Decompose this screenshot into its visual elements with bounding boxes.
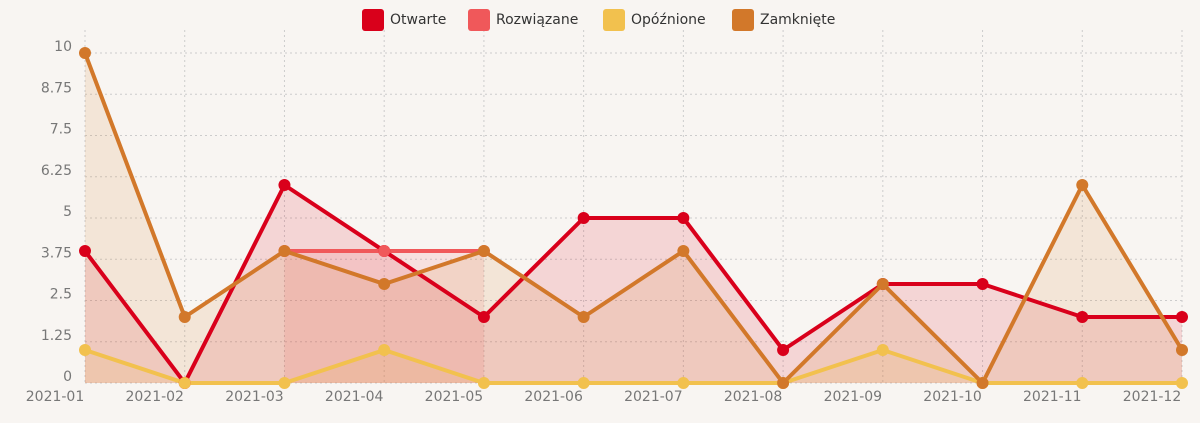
x-tick-label: 2021-01 <box>26 389 85 405</box>
series-line <box>83 52 1184 385</box>
x-tick-label: 2021-06 <box>524 389 583 405</box>
point <box>577 377 590 389</box>
y-tick-label: 5 <box>63 204 72 220</box>
series-line <box>84 348 1182 385</box>
point <box>876 344 889 356</box>
x-tick-label: 2021-08 <box>724 389 783 405</box>
x-tick-label: 2021-03 <box>225 389 284 405</box>
point <box>777 344 790 356</box>
legend-label: Rozwiązane <box>496 12 578 28</box>
legend-swatch <box>362 9 384 31</box>
point <box>178 311 191 323</box>
legend-swatch <box>732 9 754 31</box>
legend-label: Opóźnione <box>631 12 706 28</box>
x-tick-label: 2021-12 <box>1123 389 1182 405</box>
point <box>677 245 690 257</box>
point <box>677 212 690 224</box>
y-tick-label: 10 <box>54 39 72 55</box>
point <box>677 377 690 389</box>
point <box>876 278 889 290</box>
point <box>378 278 391 290</box>
point <box>79 344 91 356</box>
point <box>577 311 590 323</box>
x-tick-label: 2021-04 <box>325 389 384 405</box>
point <box>378 245 391 257</box>
point <box>1176 344 1188 356</box>
x-tick-label: 2021-05 <box>425 389 484 405</box>
y-tick-label: 7.5 <box>50 122 72 138</box>
point <box>1076 311 1089 323</box>
point <box>976 278 989 290</box>
legend-swatch <box>468 9 490 31</box>
point <box>278 245 291 257</box>
legend-label: Zamknięte <box>760 12 835 28</box>
series-area <box>85 53 1182 383</box>
x-tick-label: 2021-02 <box>125 389 184 405</box>
point <box>1176 311 1188 323</box>
point <box>1176 377 1188 389</box>
y-tick-label: 6.25 <box>41 163 72 179</box>
point <box>477 245 490 257</box>
point <box>976 377 989 389</box>
legend-swatch <box>603 9 625 31</box>
point <box>79 47 91 59</box>
point <box>477 377 490 389</box>
point <box>278 179 291 191</box>
y-tick-label: 3.75 <box>41 245 72 261</box>
point <box>777 377 790 389</box>
series-line <box>83 183 1182 385</box>
point <box>278 377 291 389</box>
point <box>477 311 490 323</box>
y-tick-label: 1.25 <box>41 328 72 344</box>
y-tick-label: 0 <box>63 369 72 385</box>
x-tick-label: 2021-11 <box>1023 389 1082 405</box>
point <box>577 212 590 224</box>
legend-label: Otwarte <box>390 12 446 28</box>
x-tick-label: 2021-10 <box>923 389 982 405</box>
point <box>378 344 391 356</box>
x-tick-label: 2021-09 <box>824 389 883 405</box>
point <box>178 377 191 389</box>
point <box>79 245 91 257</box>
y-tick-label: 2.5 <box>50 287 72 303</box>
point <box>1076 179 1089 191</box>
point <box>1076 377 1089 389</box>
y-tick-label: 8.75 <box>41 80 72 96</box>
x-tick-label: 2021-07 <box>624 389 683 405</box>
